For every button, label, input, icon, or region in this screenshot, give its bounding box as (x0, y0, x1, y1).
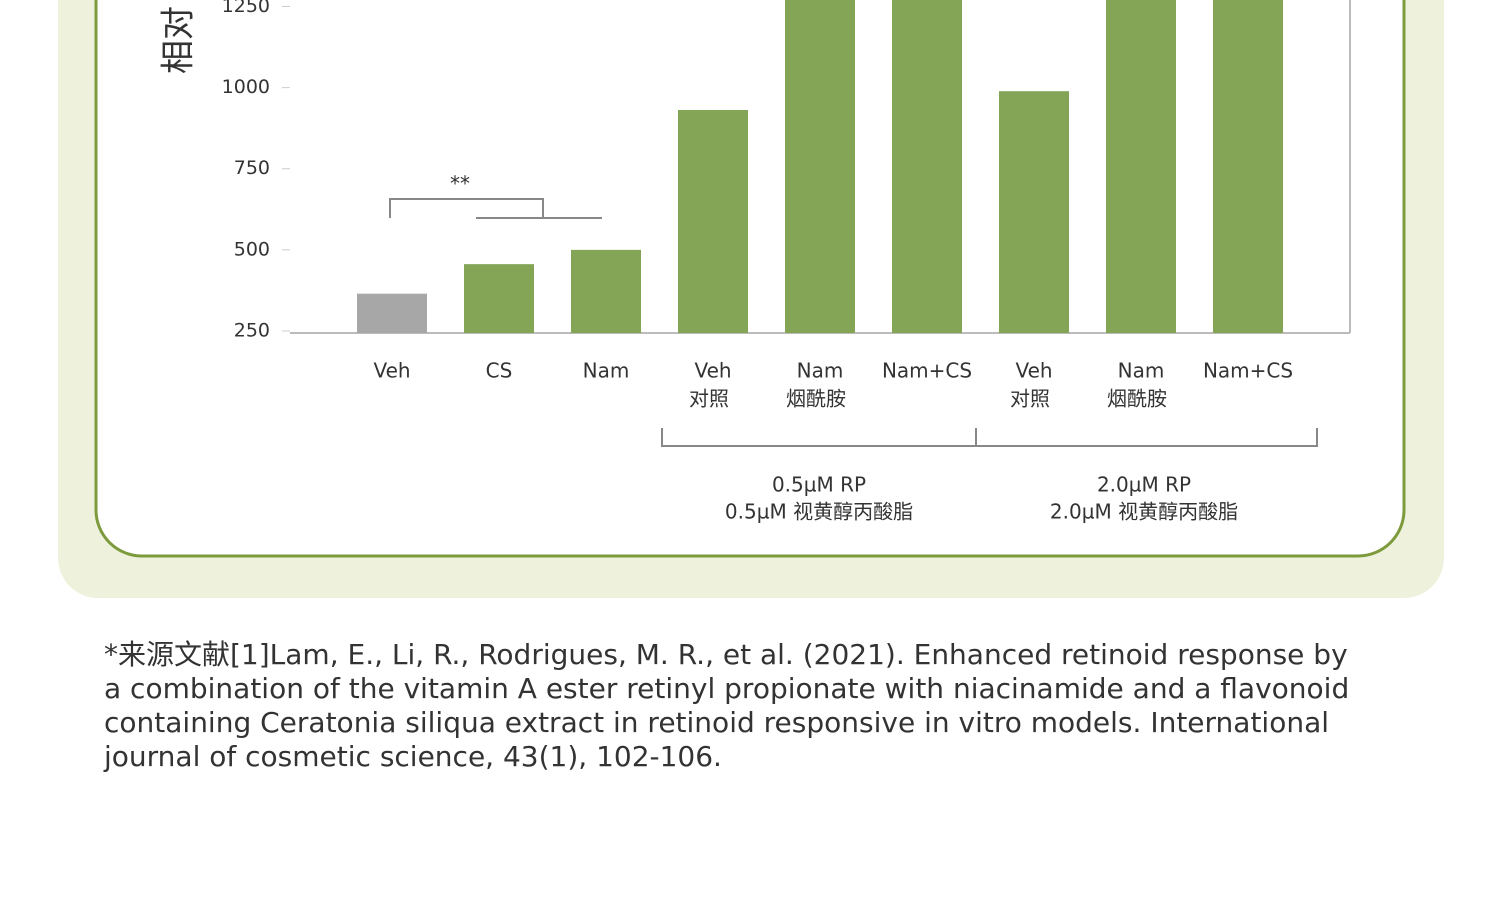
bar (1106, 0, 1176, 333)
x-tick-label: Nam+CS (1203, 359, 1293, 383)
x-tick-label: Veh (373, 359, 410, 383)
footnote: *来源文献[1]Lam, E., Li, R., Rodrigues, M. R… (103, 638, 1349, 773)
x-tick-label: CS (486, 359, 513, 383)
bar (464, 264, 534, 333)
bar (785, 0, 855, 333)
footnote-line: a combination of the vitamin A ester ret… (104, 672, 1349, 705)
y-tick-label: 750 (234, 157, 270, 179)
footnote-line: journal of cosmetic science, 43(1), 102-… (103, 740, 722, 773)
group-label: 0.5µM 视黄醇丙酸脂 (725, 500, 913, 524)
group-brackets (661, 428, 1318, 447)
y-tick-label: 1250 (222, 0, 270, 17)
bar (999, 91, 1069, 333)
x-tick-label: Nam (1118, 359, 1165, 383)
bar (892, 0, 962, 333)
bar (357, 293, 427, 333)
bar (571, 249, 641, 333)
bracket (389, 198, 544, 218)
bar (678, 110, 748, 334)
bracket (661, 428, 1318, 447)
y-tick-label: 1000 (222, 76, 270, 98)
x-tick-label: Veh (694, 359, 731, 383)
bar (1213, 0, 1283, 333)
x-tick-label: Nam+CS (882, 359, 972, 383)
x-tick-note: 对照 (1010, 387, 1050, 411)
y-tick-label: 500 (234, 238, 270, 260)
x-tick-label: Nam (583, 359, 630, 383)
x-tick-label: Veh (1015, 359, 1052, 383)
y-axis-label: 相对 (159, 6, 199, 74)
significance: ** (450, 172, 470, 196)
footnote-line: *来源文献[1]Lam, E., Li, R., Rodrigues, M. R… (104, 638, 1348, 671)
y-tick-label: 250 (234, 320, 270, 342)
x-tick-label: Nam (797, 359, 844, 383)
x-tick-note: 对照 (689, 387, 729, 411)
x-tick-note: 烟酰胺 (1107, 387, 1167, 411)
group-label: 2.0µM RP (1097, 473, 1191, 497)
group-label: 0.5µM RP (772, 473, 866, 497)
group-label: 2.0µM 视黄醇丙酸脂 (1050, 500, 1238, 524)
footnote-line: containing Ceratonia siliqua extract in … (104, 706, 1329, 739)
significance-bracket (389, 198, 602, 219)
x-tick-note: 烟酰胺 (786, 387, 846, 411)
card (94, 0, 1406, 558)
